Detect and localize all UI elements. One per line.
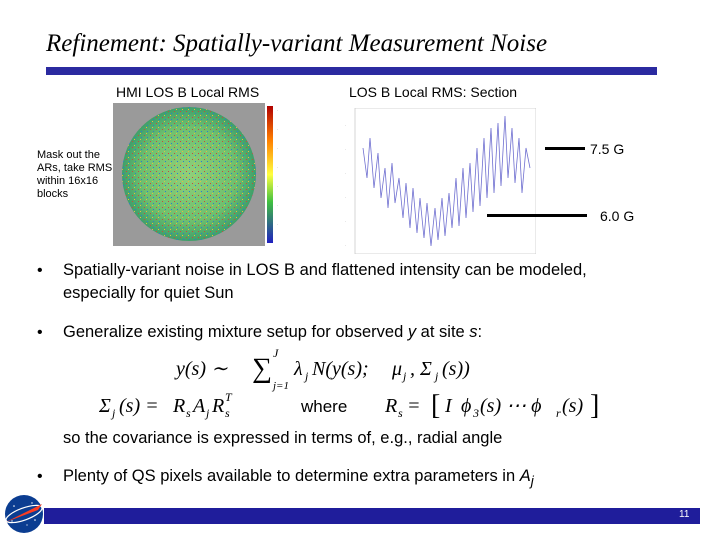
svg-text:.: . [277, 183, 278, 188]
bullet-3-pre: Plenty of QS pixels available to determi… [63, 467, 520, 485]
svg-text:(s) =: (s) = [119, 395, 159, 417]
svg-text:R: R [211, 395, 224, 417]
pointer-line-high [545, 147, 585, 150]
bullet-3-sub-j: j [530, 473, 534, 489]
svg-text:.: . [277, 145, 278, 150]
svg-text:[: [ [431, 390, 440, 421]
svg-text:I: I [444, 395, 453, 417]
bullet-1-text: Spatially-variant noise in LOS B and fla… [63, 261, 587, 302]
svg-text:s: s [398, 406, 403, 420]
level-label-high: 7.5 G [590, 141, 625, 157]
level-label-low: 6.0 G [600, 208, 635, 224]
svg-text:.: . [277, 202, 278, 207]
bullet-2-mid: at site [416, 323, 470, 341]
svg-text:J: J [273, 346, 279, 360]
svg-text:(s)): (s)) [442, 358, 470, 380]
svg-text:.: . [277, 221, 278, 226]
svg-text:=: = [407, 395, 421, 417]
bullet-3-var-A: A [519, 467, 531, 485]
svg-text:.: . [345, 146, 346, 151]
svg-text:r: r [556, 406, 561, 420]
pointer-line-low [487, 214, 587, 217]
svg-text:ϕ: ϕ [461, 395, 471, 417]
svg-text:j: j [204, 406, 210, 420]
svg-text:R: R [384, 395, 397, 417]
svg-text:j: j [401, 369, 407, 383]
svg-text:A: A [191, 395, 206, 417]
slide-title: Refinement: Spatially-variant Measuremen… [46, 30, 548, 57]
svg-text:Σ: Σ [98, 395, 111, 417]
svg-text:.: . [345, 122, 346, 127]
svg-text:j=1: j=1 [271, 380, 289, 392]
svg-text:s: s [225, 406, 230, 420]
bullet-2-text: Generalize existing mixture setup for ob… [63, 321, 663, 344]
title-underline-bar [46, 67, 657, 75]
section-trace [362, 115, 531, 247]
svg-text:.: . [277, 126, 278, 131]
svg-text:]: ] [590, 390, 599, 421]
svg-text:j: j [110, 406, 116, 420]
svg-text:N(y(s);: N(y(s); [311, 358, 369, 380]
bullet-dot-icon: • [37, 262, 43, 279]
svg-text:, Σ: , Σ [410, 358, 432, 380]
svg-text:s: s [186, 406, 191, 420]
svg-text:(s): (s) [562, 395, 583, 417]
footer-bar [44, 508, 700, 524]
bullet-2-var-y: y [407, 323, 417, 341]
svg-text:λ: λ [293, 358, 303, 380]
bullet-3-text: Plenty of QS pixels available to determi… [63, 465, 693, 492]
solar-disk-rms-map: ... ... . [113, 103, 278, 246]
nasa-logo [5, 495, 43, 533]
covariance-note: so the covariance is expressed in terms … [63, 429, 503, 447]
svg-text:.: . [345, 242, 346, 247]
svg-text:∑: ∑ [252, 353, 272, 384]
left-panel-caption: HMI LOS B Local RMS [116, 84, 260, 100]
mask-note: Mask out the ARs, take RMS within 16x16 … [37, 149, 113, 200]
svg-text:where: where [300, 397, 347, 416]
bullet-2-post: : [477, 323, 483, 341]
bullet-2-var-s: s [469, 323, 478, 341]
svg-text:.: . [277, 164, 278, 169]
svg-text:j: j [303, 369, 309, 383]
bullet-2-pre: Generalize existing mixture setup for ob… [63, 323, 408, 341]
right-panel-caption: LOS B Local RMS: Section [349, 84, 518, 100]
page-number: 11 [679, 509, 690, 520]
svg-text:.: . [345, 194, 346, 199]
svg-text:(s) ⋯ ϕ: (s) ⋯ ϕ [480, 395, 541, 417]
svg-text:.: . [345, 218, 346, 223]
svg-text:.: . [345, 170, 346, 175]
svg-text:j: j [433, 369, 439, 383]
svg-text:3: 3 [472, 406, 479, 420]
svg-text:.: . [277, 107, 278, 112]
rms-section-plot: ... ... [345, 108, 536, 254]
svg-text:R: R [172, 395, 185, 417]
bullet-dot-icon: • [37, 324, 43, 341]
bullet-dot-icon: • [37, 468, 43, 485]
svg-text:T: T [225, 390, 233, 404]
svg-text:μ: μ [391, 358, 402, 380]
svg-text:y(s) ∼: y(s) ∼ [174, 358, 228, 380]
